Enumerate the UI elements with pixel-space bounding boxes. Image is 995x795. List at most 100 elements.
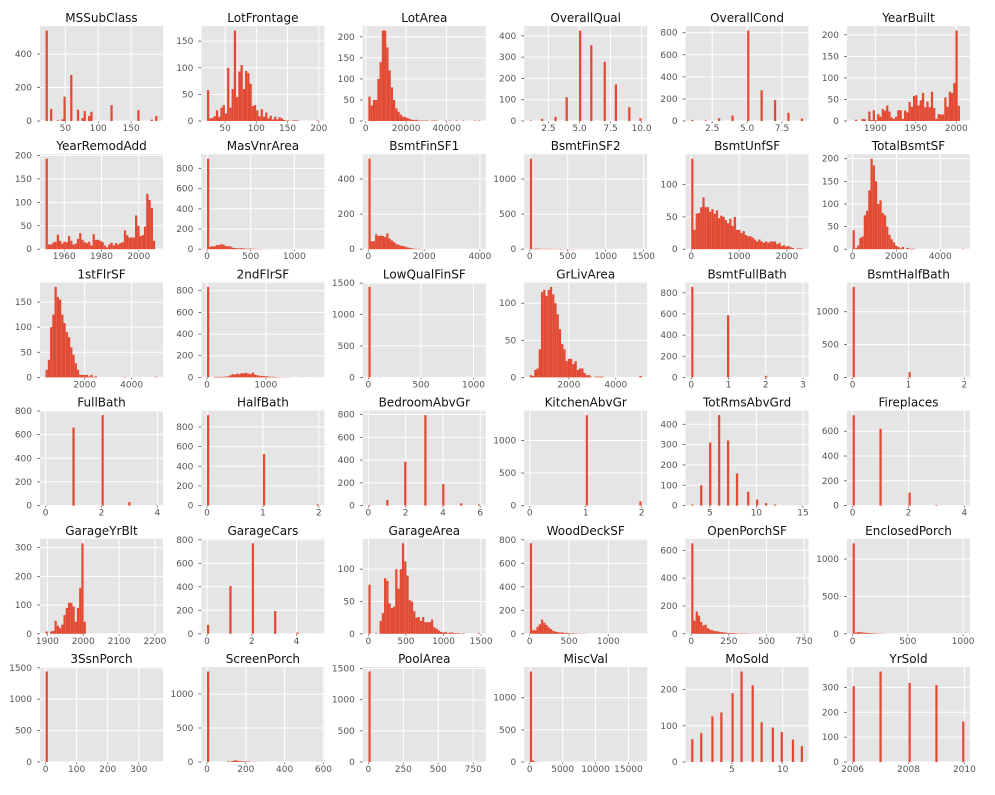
histogram-bar xyxy=(253,105,257,121)
x-tick-label: 5.0 xyxy=(572,124,587,134)
x-tick-label: 250 xyxy=(395,765,412,775)
x-tick-label: 500 xyxy=(430,765,447,775)
histogram-bar xyxy=(590,45,593,121)
subplot-WoodDeckSF: 0 500 1000 0 200 400 600 800 WoodDeckSF xyxy=(499,524,648,647)
histogram-bar xyxy=(85,374,89,378)
histogram-bar xyxy=(691,158,694,250)
histogram-bar xyxy=(691,504,694,506)
subplot-title: MiscVal xyxy=(563,652,608,666)
histogram-bar xyxy=(444,631,447,634)
histogram-bar xyxy=(924,107,927,121)
y-tick-label: 400 xyxy=(660,73,677,83)
histogram-bar xyxy=(54,241,57,250)
y-tick-label: 400 xyxy=(499,32,516,42)
y-tick-label: 0 xyxy=(26,373,32,383)
histogram-bar xyxy=(280,118,284,121)
histogram-bar xyxy=(899,110,902,121)
histogram-bar xyxy=(731,225,734,250)
y-tick-label: 200 xyxy=(499,606,516,616)
histogram-bar xyxy=(233,374,237,378)
histogram-bar xyxy=(572,633,575,634)
x-tick-label: 0 xyxy=(850,637,856,647)
histogram-bar xyxy=(220,376,223,378)
x-tick-label: 300 xyxy=(130,765,147,775)
subplot-title: MasVnrArea xyxy=(227,139,299,153)
histogram-bar xyxy=(543,289,546,378)
histogram-bar xyxy=(218,376,221,378)
histogram-bar xyxy=(733,633,736,634)
histogram-bar xyxy=(747,236,750,250)
histogram-bar xyxy=(97,239,100,250)
subplot-LotFrontage: 50 100 150 200 0 50 100 150 LotFrontage xyxy=(176,11,327,134)
histogram-bar xyxy=(558,329,562,378)
plot-area xyxy=(201,667,325,762)
histogram-bar xyxy=(740,233,743,250)
histogram-bar xyxy=(760,241,763,250)
histogram-bar xyxy=(50,631,53,634)
histogram-bar xyxy=(123,376,127,378)
subplot-KitchenAbvGr: 0 1 2 0 500 1000 KitchenAbvGr xyxy=(493,396,648,519)
histogram-bar xyxy=(758,239,761,250)
histogram-bar xyxy=(547,289,550,378)
histogram-bar xyxy=(269,115,272,121)
histogram-bar xyxy=(724,220,727,250)
histogram-bar xyxy=(63,241,66,250)
subplot-title: BsmtFullBath xyxy=(707,267,786,281)
y-tick-label: 1000 xyxy=(493,437,516,447)
histogram-bar xyxy=(563,349,566,378)
histogram-bar xyxy=(747,30,750,121)
histogram-bar xyxy=(857,245,860,250)
subplot-GarageArea: 0 500 1000 1500 0 50 100 GarageArea xyxy=(338,524,493,647)
y-tick-label: 100 xyxy=(338,75,355,85)
x-tick-label: 150 xyxy=(123,124,140,134)
histogram-bar xyxy=(796,248,799,250)
histogram-bar xyxy=(83,621,86,634)
histogram-bar xyxy=(401,543,405,634)
y-tick-label: 800 xyxy=(15,407,32,417)
subplot-title: OverallCond xyxy=(710,11,784,25)
histogram-bar xyxy=(267,118,270,121)
histogram-bar xyxy=(70,347,73,378)
histogram-bar xyxy=(883,110,887,121)
histogram-bar xyxy=(428,622,432,634)
subplot-3SsnPorch: 0 100 200 300 0 500 1000 1500 3SsnPorch xyxy=(9,652,163,775)
histogram-bar xyxy=(700,733,703,762)
y-tick-label: 0 xyxy=(833,373,839,383)
histogram-bar xyxy=(697,213,701,250)
histogram-bar xyxy=(211,246,214,250)
histogram-bar xyxy=(543,622,546,634)
subplot-title: MoSold xyxy=(725,652,769,666)
histogram-bar xyxy=(247,248,250,250)
histogram-bar xyxy=(238,71,241,121)
x-tick-label: 500 xyxy=(559,252,576,262)
histogram-bar xyxy=(375,99,378,121)
y-tick-label: 400 xyxy=(15,50,32,60)
histogram-bar xyxy=(747,491,750,506)
histogram-bar xyxy=(316,504,319,506)
histogram-bar xyxy=(861,632,864,634)
histogram-bar xyxy=(477,633,481,634)
histogram-bar xyxy=(574,361,577,378)
subplot-title: HalfBath xyxy=(237,396,289,410)
histogram-bar xyxy=(61,119,64,121)
plot-area xyxy=(362,282,486,378)
histogram-bar xyxy=(262,376,266,378)
histogram-bar xyxy=(962,721,965,762)
histogram-bar xyxy=(132,237,136,250)
histogram-bar xyxy=(233,30,237,121)
x-tick-label: 2 xyxy=(763,380,769,390)
subplot-title: BsmtHalfBath xyxy=(867,267,950,281)
histogram-bar xyxy=(879,116,882,121)
histogram-bar xyxy=(764,375,768,378)
histogram-bar xyxy=(944,97,947,121)
histogram-bar xyxy=(395,569,398,634)
subplot-BsmtFullBath: 0 1 2 3 0 200 400 600 800 BsmtFullBath xyxy=(660,267,809,390)
histogram-bar xyxy=(437,630,440,634)
histogram-bar xyxy=(733,216,736,250)
histogram-bar xyxy=(868,633,871,634)
histogram-bar xyxy=(63,615,66,634)
histogram-bar xyxy=(368,286,371,378)
histogram-bar xyxy=(56,625,60,634)
histogram-bar xyxy=(397,244,400,250)
